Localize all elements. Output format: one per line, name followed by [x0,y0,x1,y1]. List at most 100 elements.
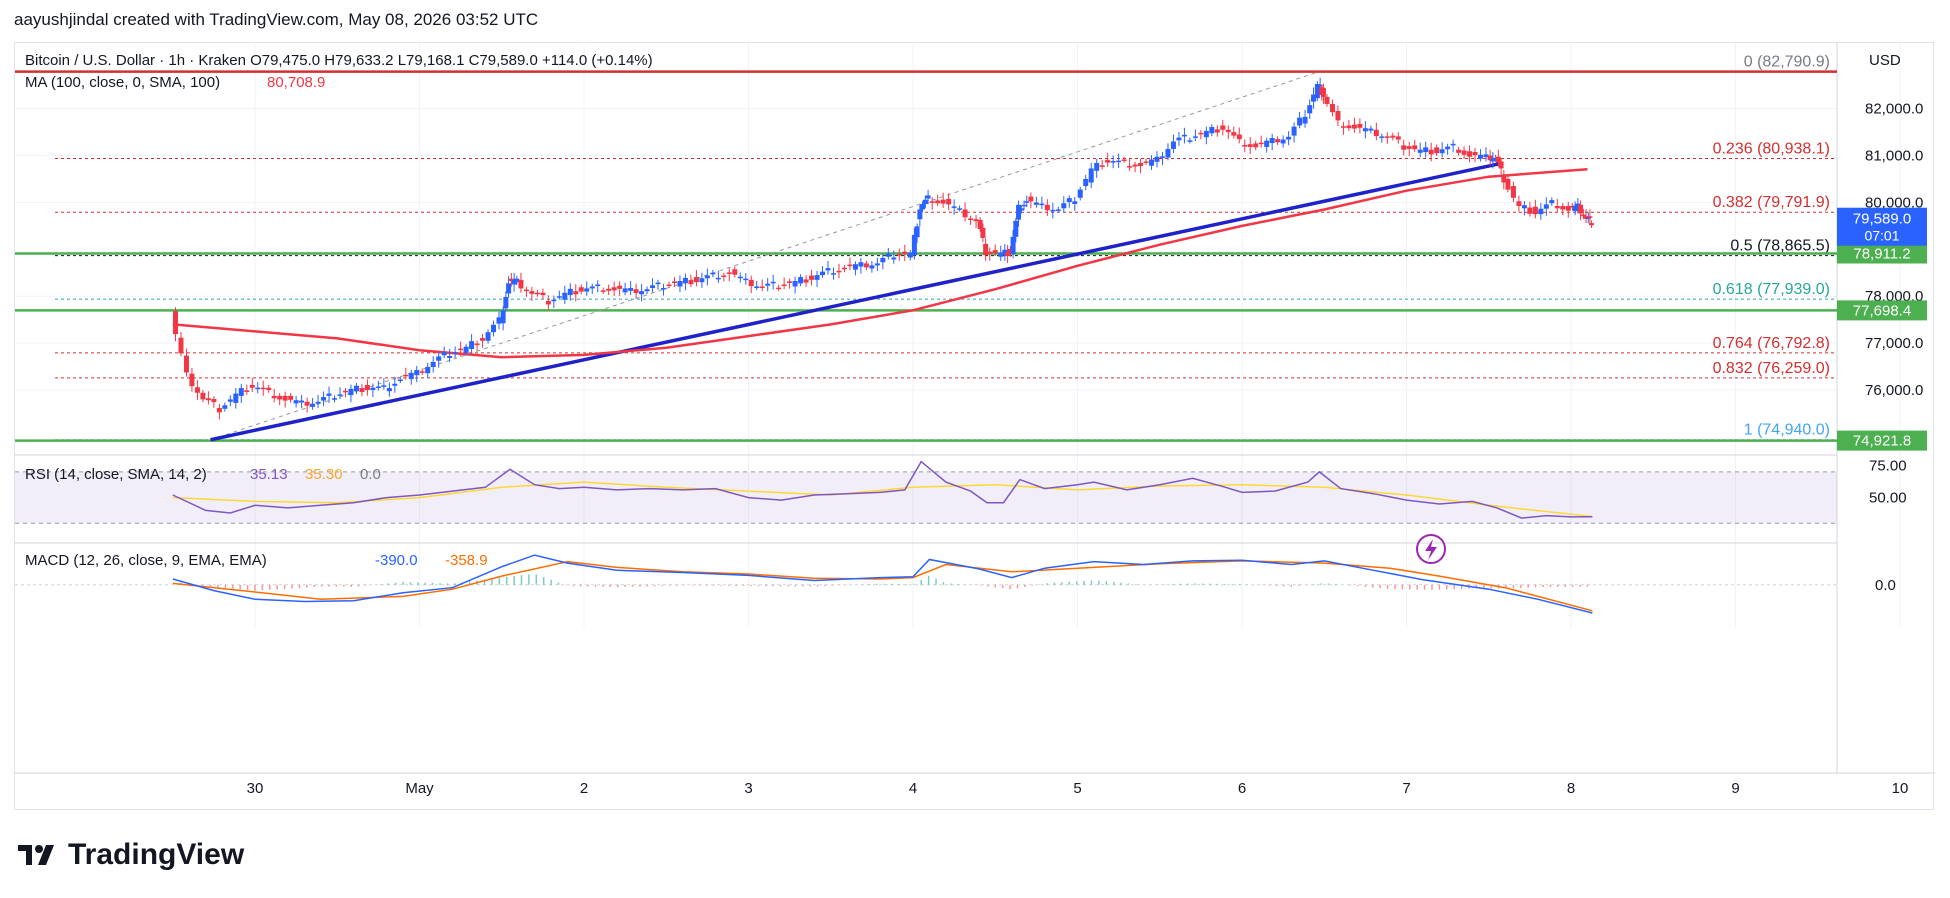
candle-body [1543,204,1549,209]
candle-body [1314,84,1320,99]
candle-body [1423,147,1429,153]
chart-area[interactable]: 30 May 2 3 4 5 6 7 8 9 10 82,000.0 81,000.0 80,000.0 7… [14,42,1935,811]
chart-svg[interactable]: 30 May 2 3 4 5 6 7 8 9 1082,000.081,000.080,000.07… [15,43,1935,811]
candle-body [836,270,842,273]
ma-line [172,167,1588,359]
candle-body [1585,217,1591,219]
tradingview-logo[interactable]: TradingView [18,838,244,872]
x-tick-label: 9 [1731,780,1739,797]
candle-body [1275,139,1281,143]
candle-body [1050,209,1056,212]
candle-body [1002,249,1008,256]
candle-body [1132,164,1138,167]
candle-body [518,279,524,289]
candle-body [414,370,420,376]
candle-body [1357,123,1363,128]
candle-body [321,397,327,401]
candle-body [1516,201,1522,206]
candle-body [902,251,908,255]
candle-body [1297,117,1303,126]
candle-body [1575,203,1581,208]
candle-body [1094,162,1100,171]
candle-body [987,251,993,254]
candle-body [595,284,601,287]
candle-body [1483,154,1489,158]
candle-body [962,209,968,218]
candle-body [463,346,469,353]
x-tick-label: 5 [1073,780,1081,797]
candle-body [1589,223,1595,226]
candle-body [503,297,509,309]
candle-body [841,267,847,270]
candle-body [1412,145,1418,150]
candle-body [792,281,798,287]
candle-body [540,292,546,296]
candle-body [977,220,983,230]
level-badge [1837,300,1927,321]
candle-body [1021,204,1027,207]
candle-body [1498,161,1504,169]
candle-body [1198,132,1204,135]
candle-body [929,201,935,203]
y-tick-label: 81,000.0 [1865,148,1923,165]
candle-body [584,288,590,292]
candle-body [1258,142,1264,145]
candle-body [1572,205,1578,212]
candle-body [293,400,299,404]
candle-body [907,252,913,258]
candle-body [1478,154,1484,159]
candle-body [480,338,486,341]
candle-body [1395,136,1401,140]
candle-body [1236,134,1242,140]
candle-body [847,264,853,267]
candle-body [951,206,957,208]
macd-tick-label: 0.0 [1875,577,1896,594]
y-tick-label: 80,000.0 [1865,194,1923,211]
candle-body [803,279,809,283]
candle-body [183,355,189,373]
bar-countdown: 07:01 [1864,228,1899,244]
candle-body [227,399,233,402]
candle-body [551,299,557,302]
candle-body [255,387,261,390]
candle-body [925,195,931,199]
candle-body [1495,156,1501,163]
candle-body [1165,148,1171,158]
candle-body [1320,87,1326,97]
candle-body [496,317,502,324]
candle-body [491,324,497,333]
candle-body [386,388,392,392]
candle-body [1335,111,1341,121]
candle-body [1379,136,1385,138]
lightning-icon [1425,539,1437,560]
candle-body [863,263,869,268]
candle-body [578,287,584,292]
candle-body [1007,248,1013,255]
candle-body [1083,179,1089,187]
candle-body [606,288,612,291]
candle-body [920,204,926,210]
candle-body [1456,149,1462,153]
rsi-band [15,471,1837,524]
candle-body [1450,143,1456,146]
x-tick-label: 30 [247,780,264,797]
candle-body [787,281,793,283]
candle-body [1269,137,1275,144]
fib-level-label: 0.5 (78,865.5) [1730,238,1830,255]
candle-body [1560,205,1566,210]
candle-body [562,292,568,300]
candle-body [1225,129,1231,133]
candle-body [1368,128,1374,131]
candle-body [370,387,376,391]
candle-body [381,385,387,387]
candle-body [342,390,348,393]
candle-body [430,361,436,367]
candle-body [1428,149,1434,155]
candle-body [375,386,381,389]
candle-body [589,286,595,289]
macd-signal-value: -358.9 [445,552,488,569]
candle-body [200,392,206,400]
candle-body [1247,144,1253,147]
y-tick-label: 77,000.0 [1865,335,1923,352]
rsi-extra-value: 0.0 [360,466,381,483]
